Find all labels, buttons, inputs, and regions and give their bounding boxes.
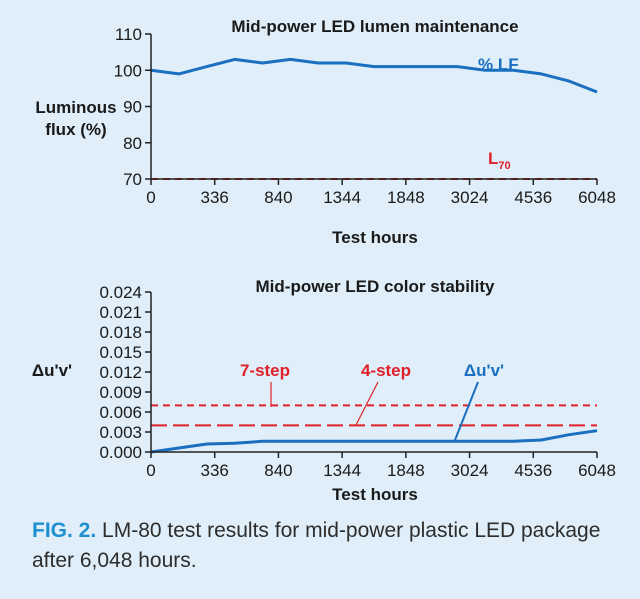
- l70-label: L70: [488, 149, 511, 172]
- y-tick-label: 0.024: [99, 283, 142, 302]
- color-y-ticks: 0.0000.0030.0060.0090.0120.0150.0180.021…: [99, 283, 151, 462]
- four-step-label: 4-step: [361, 361, 411, 380]
- x-tick-label: 1344: [323, 461, 361, 480]
- four-step-leader: [355, 381, 379, 426]
- y-tick-label: 100: [114, 61, 142, 80]
- x-tick-label: 4536: [514, 461, 552, 480]
- color-reference-lines: [151, 404, 597, 427]
- x-tick-label: 3024: [451, 188, 489, 207]
- y-tick-label: 90: [123, 98, 142, 117]
- color-ylabel: Δu'v': [32, 361, 72, 380]
- color-x-ticks: 0 336 840 1344 1848 3024 4536 6048: [146, 452, 616, 480]
- x-tick-label: 336: [201, 461, 229, 480]
- color-series-label: Δu'v': [464, 361, 504, 380]
- color-series-lines: [150, 429, 598, 454]
- series-line: [150, 429, 598, 454]
- y-tick-label: 70: [123, 170, 142, 189]
- color-series-leader: [454, 381, 479, 441]
- x-tick-label: 336: [201, 188, 229, 207]
- lumen-y-ticks: 70 80 90 100 110: [114, 25, 151, 189]
- x-tick-label: 1848: [387, 188, 425, 207]
- color-chart-title: Mid-power LED color stability: [256, 277, 496, 296]
- seven-step-label: 7-step: [240, 361, 290, 380]
- lumen-chart: Mid-power LED lumen maintenance Luminous…: [35, 17, 616, 247]
- x-tick-label: 0: [146, 188, 155, 207]
- lumen-series-lines: [150, 57, 598, 94]
- y-tick-label: 0.018: [99, 323, 142, 342]
- caption-label: FIG. 2.: [32, 519, 97, 542]
- x-tick-label: 1344: [323, 188, 361, 207]
- y-tick-label: 80: [123, 134, 142, 153]
- caption-text: LM-80 test results for mid-power plastic…: [32, 519, 601, 572]
- x-tick-label: 6048: [578, 188, 616, 207]
- x-tick-label: 6048: [578, 461, 616, 480]
- y-tick-label: 0.012: [99, 363, 142, 382]
- lumen-x-ticks: 0 336 840 1344 1848 3024 4536 6048: [146, 179, 616, 207]
- lumen-series-label: % LF: [478, 55, 519, 74]
- lumen-axes: [150, 34, 597, 180]
- y-tick-label: 0.015: [99, 343, 142, 362]
- x-tick-label: 1848: [387, 461, 425, 480]
- y-tick-label: 0.000: [99, 443, 142, 462]
- lumen-chart-title: Mid-power LED lumen maintenance: [231, 17, 518, 36]
- x-tick-label: 840: [264, 188, 292, 207]
- y-tick-label: 110: [115, 25, 142, 44]
- y-tick-label: 0.006: [99, 403, 142, 422]
- x-tick-label: 4536: [514, 188, 552, 207]
- series-line: [150, 57, 598, 94]
- lumen-xlabel: Test hours: [332, 228, 418, 247]
- x-tick-label: 0: [146, 461, 155, 480]
- y-tick-label: 0.003: [99, 423, 142, 442]
- x-tick-label: 3024: [451, 461, 489, 480]
- color-chart: Mid-power LED color stability Δu'v' 0.00…: [32, 277, 616, 504]
- y-tick-label: 0.021: [99, 303, 142, 322]
- color-xlabel: Test hours: [332, 485, 418, 504]
- lumen-ylabel-line1: Luminous: [35, 98, 116, 117]
- lumen-ylabel-line2: flux (%): [45, 120, 106, 139]
- y-tick-label: 0.009: [99, 383, 142, 402]
- figure-caption: FIG. 2. LM-80 test results for mid-power…: [32, 516, 622, 576]
- x-tick-label: 840: [264, 461, 292, 480]
